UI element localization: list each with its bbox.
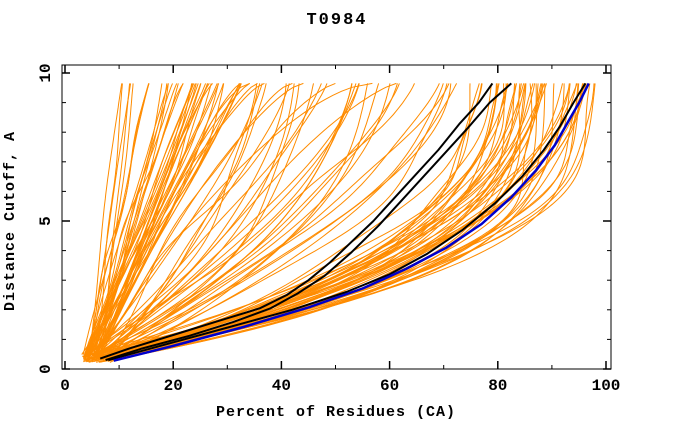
model-blue-curve bbox=[113, 82, 590, 362]
server-models-orange-curve bbox=[95, 83, 258, 356]
x-tick-label: 20 bbox=[164, 377, 183, 395]
server-models-orange-curve bbox=[95, 83, 163, 360]
model-black-2-curve bbox=[105, 82, 512, 362]
server-models-orange-curve bbox=[94, 83, 261, 362]
server-models-orange-curve bbox=[81, 83, 242, 355]
server-models-orange-curve bbox=[98, 83, 450, 361]
server-models-orange-curve bbox=[92, 82, 336, 356]
server-models-orange-curve bbox=[87, 83, 536, 355]
server-models-orange-curve bbox=[107, 82, 397, 361]
y-tick-label: 10 bbox=[37, 63, 55, 82]
server-models-orange-curve bbox=[89, 83, 168, 356]
plot-frame bbox=[61, 64, 612, 370]
axes-frame-and-ticks bbox=[61, 64, 612, 370]
server-models-orange-curve bbox=[99, 83, 353, 356]
x-tick-label: 100 bbox=[592, 377, 621, 395]
x-tick-label: 40 bbox=[272, 377, 291, 395]
server-models-orange-curve bbox=[96, 83, 242, 356]
server-models-orange-curve bbox=[105, 83, 565, 357]
server-models-orange-curve bbox=[84, 83, 207, 361]
server-models-orange-curve bbox=[94, 82, 265, 356]
server-models-orange-curve bbox=[94, 83, 452, 357]
y-tick-label: 5 bbox=[37, 216, 55, 226]
server-models-orange-curve bbox=[86, 83, 295, 355]
x-axis-label: Percent of Residues (CA) bbox=[216, 404, 456, 421]
server-models-orange-curve bbox=[98, 83, 587, 359]
server-models-orange-curve bbox=[93, 82, 250, 357]
server-models-orange-curve bbox=[86, 83, 208, 357]
server-models-orange-curve bbox=[95, 83, 123, 362]
server-models-orange-curve bbox=[83, 83, 579, 357]
chart-title: T0984 bbox=[306, 11, 367, 30]
server-models-orange-curve bbox=[86, 83, 150, 358]
server-models-orange-curve bbox=[89, 83, 150, 356]
server-models-orange-curve bbox=[94, 83, 300, 355]
model-black-1-curve bbox=[99, 82, 494, 360]
server-models-orange-curve bbox=[87, 83, 123, 362]
server-models-orange-curve bbox=[107, 82, 293, 358]
y-tick-label: 0 bbox=[37, 364, 55, 374]
orange-ensemble-curves bbox=[81, 82, 596, 363]
tick-labels: 0 20 40 60 80 100 0 5 10 bbox=[37, 63, 620, 395]
server-models-orange-curve bbox=[106, 83, 368, 356]
y-axis-label: Distance Cutoff, A bbox=[2, 131, 19, 311]
server-models-orange-curve bbox=[106, 83, 267, 362]
server-models-orange-curve bbox=[93, 82, 373, 362]
server-models-orange-curve bbox=[115, 83, 545, 358]
x-tick-label: 0 bbox=[60, 377, 70, 395]
x-tick-label: 60 bbox=[380, 377, 399, 395]
server-models-orange-curve bbox=[84, 83, 322, 359]
server-models-orange-curve bbox=[92, 83, 398, 357]
server-models-orange-curve bbox=[84, 83, 391, 362]
model-curves bbox=[99, 82, 590, 362]
server-models-orange-curve bbox=[109, 83, 380, 363]
server-models-orange-curve bbox=[111, 83, 596, 356]
model-black-envelope-curve bbox=[108, 82, 587, 362]
server-models-orange-curve bbox=[111, 83, 290, 355]
server-models-orange-curve bbox=[86, 83, 357, 362]
server-models-orange-curve bbox=[87, 83, 178, 357]
x-tick-label: 80 bbox=[488, 377, 507, 395]
server-models-orange-curve bbox=[107, 83, 522, 362]
server-models-orange-curve bbox=[88, 83, 287, 363]
server-models-orange-curve bbox=[98, 83, 210, 356]
server-models-orange-curve bbox=[112, 83, 458, 359]
server-models-orange-curve bbox=[93, 83, 400, 357]
